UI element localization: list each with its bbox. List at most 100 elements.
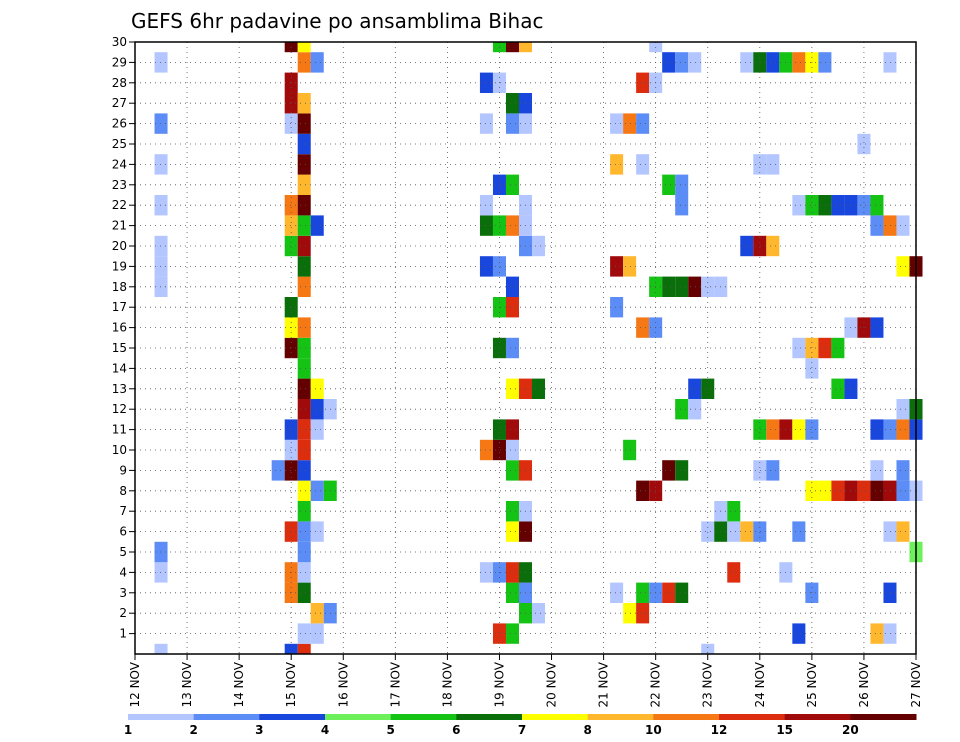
precip-cell xyxy=(297,133,311,155)
y-tick-label: 13 xyxy=(112,382,127,396)
precip-cell xyxy=(870,317,884,338)
precip-cell xyxy=(870,195,884,216)
precip-cell xyxy=(740,52,754,73)
y-tick-label: 20 xyxy=(112,239,127,253)
x-tick-label: 20 NOV xyxy=(545,661,559,707)
precip-cell xyxy=(688,378,702,399)
precip-cell xyxy=(662,276,676,297)
precip-cell xyxy=(857,480,871,501)
precip-cell xyxy=(284,460,298,481)
precip-cell xyxy=(896,399,910,420)
precip-cell xyxy=(297,623,311,644)
y-tick-label: 28 xyxy=(112,76,127,90)
precip-cell xyxy=(297,154,311,175)
precip-cell xyxy=(492,256,506,277)
precip-cell xyxy=(766,460,780,481)
colorbar-label: 12 xyxy=(711,723,728,737)
colorbar-swatch xyxy=(325,714,392,720)
precip-cell xyxy=(284,113,298,134)
precip-cell xyxy=(532,603,546,624)
x-tick-label: 16 NOV xyxy=(336,661,350,707)
precip-cell xyxy=(154,643,168,654)
precip-cell xyxy=(505,276,519,297)
precip-cell xyxy=(831,195,845,216)
precip-cell xyxy=(154,52,168,73)
y-tick-label: 21 xyxy=(112,219,127,233)
precip-cell xyxy=(284,439,298,461)
colorbar-label: 7 xyxy=(518,723,526,737)
precip-cell xyxy=(662,52,676,73)
precip-cell xyxy=(284,215,298,236)
precip-cell xyxy=(310,399,324,420)
precip-cell xyxy=(701,521,715,542)
y-tick-label: 14 xyxy=(112,361,127,375)
y-tick-label: 16 xyxy=(112,321,127,335)
precip-cell xyxy=(636,480,650,501)
precip-cell xyxy=(753,419,767,440)
precip-cell xyxy=(727,521,741,542)
precip-cell xyxy=(688,399,702,420)
precip-cell xyxy=(284,93,298,114)
precip-cell xyxy=(727,501,741,522)
precip-cell xyxy=(753,154,767,175)
chart-title: GEFS 6hr padavine po ansamblima Bihac xyxy=(131,9,543,33)
precip-cell xyxy=(297,195,311,216)
precip-cell xyxy=(818,480,832,501)
precip-cell xyxy=(870,419,884,440)
precip-cell xyxy=(505,501,519,522)
precip-cell xyxy=(883,582,897,603)
precipitation-cells xyxy=(154,42,923,654)
precip-cell xyxy=(505,439,519,461)
y-tick-label: 1 xyxy=(119,627,127,641)
y-tick-label: 12 xyxy=(112,402,127,416)
colorbar-label: 20 xyxy=(842,723,859,737)
precip-cell xyxy=(505,419,519,440)
colorbar-swatch xyxy=(587,714,654,720)
precip-cell xyxy=(310,378,324,399)
precip-cell xyxy=(505,93,519,114)
precip-cell xyxy=(310,623,324,644)
precip-cell xyxy=(297,541,311,563)
precip-cell xyxy=(883,52,897,73)
precip-cell xyxy=(154,256,168,277)
precip-cell xyxy=(623,256,637,277)
precip-cell xyxy=(792,521,806,542)
precip-cell xyxy=(792,52,806,73)
precip-cell xyxy=(792,623,806,644)
precip-cell xyxy=(297,174,311,195)
x-tick-label: 18 NOV xyxy=(440,661,454,707)
precip-cell xyxy=(297,42,311,53)
precip-cell xyxy=(492,174,506,195)
precip-cell xyxy=(870,460,884,481)
precip-cell xyxy=(479,562,493,583)
precip-cell xyxy=(297,419,311,440)
precip-cell xyxy=(675,174,689,195)
precip-cell xyxy=(310,521,324,542)
y-tick-label: 22 xyxy=(112,198,127,212)
precip-cell xyxy=(297,521,311,542)
colorbar-label: 3 xyxy=(255,723,263,737)
precip-cell xyxy=(818,52,832,73)
precip-cell xyxy=(688,276,702,297)
y-tick-label: 7 xyxy=(119,504,127,518)
colorbar-label: 6 xyxy=(452,723,460,737)
precip-cell xyxy=(154,562,168,583)
y-tick-label: 25 xyxy=(112,137,127,151)
colorbar-label: 1 xyxy=(124,723,132,737)
precip-cell xyxy=(883,480,897,501)
colorbar-label: 10 xyxy=(645,723,662,737)
x-tick-label: 24 NOV xyxy=(753,661,767,707)
x-tick-label: 26 NOV xyxy=(857,661,871,707)
x-tick-label: 27 NOV xyxy=(909,661,923,707)
precip-cell xyxy=(610,582,624,603)
precip-cell xyxy=(623,439,637,461)
precip-cell xyxy=(831,480,845,501)
precip-cell xyxy=(492,623,506,644)
precip-cell xyxy=(883,623,897,644)
precip-cell xyxy=(154,541,168,563)
precip-cell xyxy=(701,643,715,654)
precip-cell xyxy=(297,113,311,134)
colorbar-swatch xyxy=(128,714,195,720)
colorbar: 1 2 3 4 5 6 7 8 10 12 15 20 xyxy=(124,714,917,737)
precip-cell xyxy=(896,215,910,236)
